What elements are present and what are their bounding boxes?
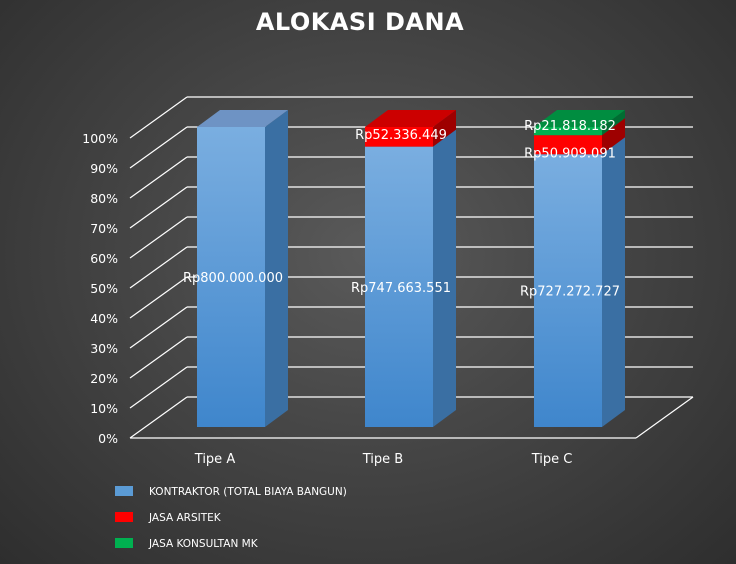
bar-segment <box>365 127 433 147</box>
gridline-side <box>129 276 188 319</box>
bar-side <box>602 110 625 136</box>
bar-top <box>365 110 456 127</box>
gridline-side <box>129 156 188 199</box>
bar-segment <box>534 127 602 136</box>
bar-side <box>433 110 456 147</box>
y-tick-label: 100% <box>82 131 118 146</box>
gridline-side <box>129 126 188 169</box>
y-tick-label: 50% <box>90 281 118 296</box>
bar-side <box>602 118 625 155</box>
bar-segment <box>197 127 265 427</box>
y-tick-label: 0% <box>98 431 118 446</box>
bar-segment <box>534 135 602 155</box>
bar-top <box>534 110 625 127</box>
data-label: Rp52.336.449 <box>355 128 447 143</box>
legend-swatch <box>115 512 133 522</box>
bar-side <box>433 129 456 428</box>
data-label: Rp21.818.182 <box>524 119 616 134</box>
x-axis-ticks: Tipe A Tipe B Tipe C <box>194 452 573 467</box>
legend-label: JASA KONSULTAN MK <box>148 538 259 550</box>
gridline-side <box>129 186 188 229</box>
legend: KONTRAKTOR (TOTAL BIAYA BANGUN) JASA ARSI… <box>115 486 347 550</box>
legend-swatch <box>115 538 133 548</box>
gridline-side <box>129 306 188 349</box>
gridline-side <box>129 336 188 379</box>
bar-top <box>197 110 288 127</box>
data-label: Rp800.000.000 <box>183 271 283 286</box>
gridline-side <box>129 396 188 439</box>
bar-side <box>602 137 625 428</box>
y-tick-label: 10% <box>90 401 118 416</box>
y-tick-label: 80% <box>90 191 118 206</box>
bar-segment <box>365 146 433 428</box>
y-tick-label: 40% <box>90 311 118 326</box>
floor-side-edge <box>635 396 694 439</box>
data-label: Rp50.909.091 <box>524 146 616 161</box>
gridline-side <box>129 366 188 409</box>
y-tick-label: 20% <box>90 371 118 386</box>
x-tick-label: Tipe C <box>531 452 573 467</box>
legend-swatch <box>115 486 133 496</box>
gridline-side <box>129 216 188 259</box>
gridline-side <box>129 96 188 139</box>
legend-label: KONTRAKTOR (TOTAL BIAYA BANGUN) <box>149 486 347 498</box>
bars <box>197 110 625 428</box>
data-labels: Rp800.000.000 Rp747.663.551 Rp52.336.449 Rp… <box>183 119 620 300</box>
legend-label: JASA ARSITEK <box>148 512 222 524</box>
y-tick-label: 30% <box>90 341 118 356</box>
chart-title: ALOKASI DANA <box>256 8 464 36</box>
y-axis-ticks: 0% 10% 20% 30% 40% 50% 60% 70% 80% 90% 100% <box>82 131 118 446</box>
y-tick-label: 70% <box>90 221 118 236</box>
data-label: Rp747.663.551 <box>351 281 451 296</box>
x-tick-label: Tipe A <box>194 452 236 467</box>
y-tick-label: 60% <box>90 251 118 266</box>
y-tick-label: 90% <box>90 161 118 176</box>
bar-side <box>265 110 288 427</box>
data-label: Rp727.272.727 <box>520 285 620 300</box>
gridline-side <box>129 246 188 289</box>
x-tick-label: Tipe B <box>362 452 403 467</box>
bar-segment <box>534 154 602 428</box>
